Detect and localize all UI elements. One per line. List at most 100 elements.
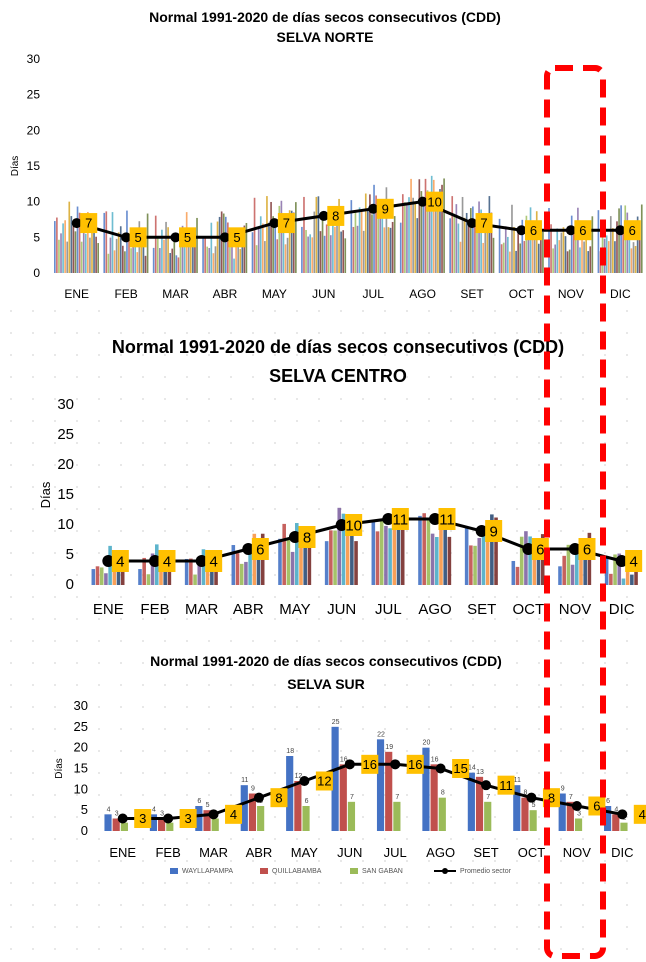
category-label: ABR	[213, 287, 238, 301]
average-label-box	[485, 520, 503, 542]
average-point	[163, 813, 174, 824]
station-bar	[70, 216, 73, 273]
station-bar	[515, 566, 520, 585]
station-bar	[389, 227, 392, 273]
bar-wayllapampa	[286, 756, 294, 831]
average-label-box	[179, 227, 197, 248]
average-label-box	[111, 550, 129, 572]
station-bar	[480, 209, 482, 273]
bar-data-label: 22	[377, 731, 385, 738]
average-label-box	[475, 213, 493, 234]
station-bar	[618, 208, 620, 273]
station-bar	[416, 218, 419, 273]
y-tick-label: 5	[81, 802, 88, 817]
y-tick-label: 15	[27, 159, 41, 173]
station-bar	[64, 220, 66, 273]
station-bar	[109, 237, 112, 273]
station-bar	[406, 205, 408, 273]
average-point	[467, 218, 478, 229]
bar-san-gaban	[120, 822, 128, 831]
average-point	[565, 225, 576, 236]
average-data-label: 5	[233, 230, 240, 245]
average-data-label: 4	[163, 553, 171, 570]
station-bar	[212, 253, 215, 273]
bar-data-label: 7	[569, 794, 573, 801]
category-label: SET	[473, 845, 498, 860]
station-bar	[502, 242, 505, 273]
average-data-label: 7	[480, 216, 487, 231]
average-data-label: 4	[116, 553, 124, 570]
station-bar	[197, 564, 202, 585]
station-bar	[181, 225, 184, 273]
station-bar	[607, 241, 610, 273]
category-label: SET	[467, 601, 496, 618]
bar-data-label: 20	[423, 740, 431, 747]
station-bar	[558, 240, 561, 273]
station-bar	[494, 517, 498, 585]
station-bar	[632, 242, 635, 273]
station-bar	[554, 244, 557, 273]
station-bar	[134, 243, 137, 273]
station-bar	[525, 215, 528, 273]
station-bar	[439, 519, 443, 585]
average-data-label: 12	[317, 774, 331, 789]
average-data-label: 4	[230, 807, 237, 822]
station-bar	[430, 175, 433, 273]
station-bar	[352, 226, 355, 273]
station-bar	[315, 196, 318, 273]
bar-data-label: 6	[606, 798, 610, 805]
station-bar	[558, 566, 562, 585]
station-bar	[177, 257, 180, 273]
legend-label: SAN GABAN	[362, 868, 403, 875]
station-bar	[257, 227, 260, 273]
category-label: OCT	[512, 601, 544, 618]
station-bar	[498, 218, 501, 273]
station-bar	[634, 245, 637, 273]
bar-wayllapampa	[376, 739, 385, 831]
station-bar	[74, 231, 77, 273]
y-tick-label: 15	[74, 761, 88, 776]
station-bar	[99, 567, 104, 585]
station-bar	[412, 197, 414, 273]
station-bar	[540, 235, 542, 273]
station-bar	[179, 239, 182, 273]
bar-wayllapampa	[331, 726, 339, 831]
station-bar	[373, 184, 375, 273]
station-bar	[620, 205, 622, 273]
station-bar	[585, 233, 587, 273]
station-bar	[189, 237, 192, 273]
station-bar	[206, 246, 209, 273]
station-bar	[152, 247, 155, 273]
station-bar	[485, 524, 490, 585]
station-bar	[614, 241, 616, 273]
average-label-box	[524, 220, 542, 241]
station-bar	[622, 233, 625, 273]
average-point	[481, 780, 492, 791]
station-bar	[486, 222, 489, 273]
station-bar	[636, 216, 639, 273]
station-bar	[124, 251, 126, 273]
station-bar	[175, 255, 178, 273]
category-label: MAR	[162, 287, 189, 301]
bar-data-label: 12	[294, 773, 302, 780]
station-bar	[111, 212, 114, 273]
y-tick-label: 5	[66, 546, 74, 563]
average-label-box	[438, 508, 456, 530]
station-bar	[387, 227, 390, 273]
y-tick-label: 25	[27, 88, 41, 102]
station-bar	[482, 242, 485, 273]
station-bar	[467, 225, 470, 273]
average-point	[71, 218, 82, 229]
category-label: DIC	[611, 845, 633, 860]
bar-data-label: 3	[160, 811, 164, 818]
category-label: ABR	[233, 601, 264, 618]
station-bar	[364, 193, 367, 273]
station-bar	[337, 507, 342, 585]
station-bar	[93, 221, 95, 273]
station-bar	[204, 237, 206, 273]
station-bar	[329, 235, 332, 273]
legend-swatch	[260, 868, 268, 874]
station-bar	[535, 211, 538, 273]
average-point	[318, 210, 329, 221]
bar-data-label: 8	[524, 790, 528, 797]
